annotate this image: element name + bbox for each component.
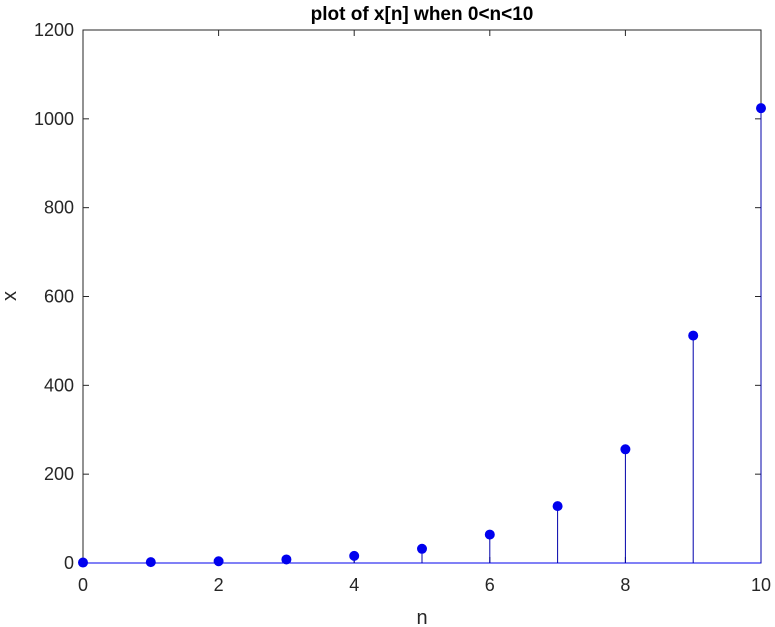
plot-area xyxy=(82,29,762,564)
x-tick-label: 8 xyxy=(620,575,630,595)
x-axis-label: n xyxy=(416,607,427,627)
x-tick-label: 4 xyxy=(349,575,359,595)
stem-marker xyxy=(688,330,699,341)
stem-marker xyxy=(281,554,292,565)
stems xyxy=(82,108,762,564)
stem-marker xyxy=(552,501,563,512)
x-tick-label: 0 xyxy=(78,575,88,595)
stem-marker xyxy=(756,103,766,114)
y-axis-label: x xyxy=(0,291,21,301)
stem-marker xyxy=(145,557,156,568)
x-tick-label: 2 xyxy=(214,575,224,595)
y-tick-label: 600 xyxy=(44,287,74,307)
stem-marker xyxy=(484,529,495,540)
stem-marker xyxy=(349,550,360,561)
markers xyxy=(78,103,766,568)
y-tick-label: 0 xyxy=(64,553,74,573)
y-tick-label: 800 xyxy=(44,198,74,218)
stem-marker xyxy=(213,556,224,567)
tick-labels: 0 2 4 6 8 10 0 200 400 600 800 1000 1200 xyxy=(34,20,771,595)
x-tick-label: 10 xyxy=(751,575,771,595)
stem-marker xyxy=(78,557,88,568)
y-tick-label: 200 xyxy=(44,464,74,484)
chart-title: plot of x[n] when 0<n<10 xyxy=(311,4,534,25)
y-tick-label: 1200 xyxy=(34,20,74,40)
stem-marker xyxy=(417,543,427,554)
y-tick-label: 400 xyxy=(44,375,74,395)
y-tick-label: 1000 xyxy=(34,109,74,129)
stem-marker xyxy=(620,444,631,455)
x-tick-label: 6 xyxy=(485,575,495,595)
